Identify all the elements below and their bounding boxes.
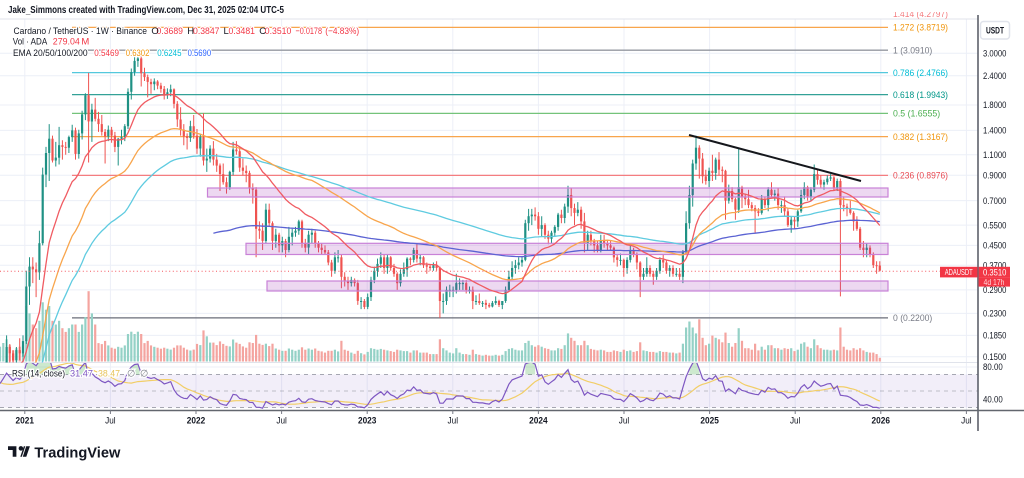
svg-text:31.47: 31.47	[70, 369, 93, 380]
svg-text:38.47: 38.47	[98, 369, 120, 380]
svg-text:2026: 2026	[872, 416, 891, 427]
svg-text:4d 17h: 4d 17h	[984, 277, 1005, 287]
svg-text:Jul: Jul	[619, 416, 630, 427]
svg-text:0.3510: 0.3510	[983, 267, 1006, 277]
svg-text:2021: 2021	[16, 416, 35, 427]
svg-text:ADAUSDT: ADAUSDT	[945, 267, 973, 277]
svg-text:0.6245: 0.6245	[157, 48, 181, 59]
svg-text:EMA 20/50/100/200: EMA 20/50/100/200	[13, 48, 88, 59]
svg-text:Vol · ADA: Vol · ADA	[13, 37, 48, 48]
svg-text:−0.0178: −0.0178	[296, 26, 323, 37]
svg-text:2025: 2025	[700, 416, 719, 427]
svg-text:279.04: 279.04	[53, 37, 80, 48]
svg-text:Jul: Jul	[790, 416, 801, 427]
svg-text:M: M	[81, 37, 89, 48]
svg-text:1.8000: 1.8000	[983, 100, 1006, 110]
svg-text:40.00: 40.00	[983, 395, 1003, 405]
svg-text:0.7000: 0.7000	[983, 196, 1006, 206]
svg-text:0.6302: 0.6302	[126, 48, 150, 59]
svg-text:1.272 (3.8719): 1.272 (3.8719)	[893, 23, 948, 34]
svg-text:2023: 2023	[358, 416, 377, 427]
svg-text:USDT: USDT	[986, 26, 1004, 37]
svg-text:0.5469: 0.5469	[94, 48, 119, 59]
svg-text:Jul: Jul	[961, 416, 972, 427]
svg-text:80.00: 80.00	[983, 362, 1003, 372]
svg-text:Jake_Simmons created with Trad: Jake_Simmons created with TradingView.co…	[8, 5, 284, 16]
svg-text:0.1500: 0.1500	[983, 352, 1006, 362]
svg-text:0.382 (1.3167): 0.382 (1.3167)	[893, 132, 948, 143]
svg-text:RSI (14, close): RSI (14, close)	[12, 369, 65, 380]
svg-text:TradingView: TradingView	[34, 445, 121, 461]
svg-text:2022: 2022	[187, 416, 206, 427]
svg-text:1.4000: 1.4000	[983, 126, 1006, 136]
svg-text:0.5 (1.6555): 0.5 (1.6555)	[893, 109, 940, 120]
svg-text:O: O	[151, 26, 158, 37]
svg-text:0.3700: 0.3700	[983, 260, 1006, 270]
svg-text:0.1850: 0.1850	[983, 331, 1006, 341]
svg-text:(−4.83%): (−4.83%)	[325, 26, 359, 37]
svg-text:1 (3.0910): 1 (3.0910)	[893, 45, 932, 56]
svg-text:0.786 (2.4766): 0.786 (2.4766)	[893, 68, 948, 79]
svg-text:0.3481: 0.3481	[229, 26, 256, 37]
svg-text:∅: ∅	[140, 369, 148, 380]
svg-text:Cardano / TetherUS · 1W · Bina: Cardano / TetherUS · 1W · Binance	[14, 26, 148, 37]
svg-text:C: C	[259, 26, 266, 37]
svg-text:Jul: Jul	[276, 416, 287, 427]
svg-text:3.0000: 3.0000	[983, 48, 1006, 58]
svg-text:0.9000: 0.9000	[983, 170, 1006, 180]
svg-text:Jul: Jul	[105, 416, 116, 427]
svg-text:0.2900: 0.2900	[983, 285, 1006, 295]
svg-text:1.414 (4.2797): 1.414 (4.2797)	[893, 9, 948, 20]
svg-text:Jul: Jul	[448, 416, 459, 427]
svg-text:0.3510: 0.3510	[265, 26, 292, 37]
svg-text:L: L	[224, 26, 229, 37]
svg-text:0.3689: 0.3689	[157, 26, 184, 37]
svg-text:2.4000: 2.4000	[983, 71, 1006, 81]
svg-text:0.2300: 0.2300	[983, 309, 1006, 319]
svg-text:2024: 2024	[529, 416, 548, 427]
svg-text:0.5500: 0.5500	[983, 220, 1006, 230]
svg-text:0.3847: 0.3847	[193, 26, 220, 37]
svg-text:∅: ∅	[127, 369, 135, 380]
svg-text:0.236 (0.8976): 0.236 (0.8976)	[893, 171, 948, 182]
svg-text:H: H	[187, 26, 194, 37]
svg-text:0.5690: 0.5690	[188, 48, 212, 59]
svg-text:0.4500: 0.4500	[983, 241, 1006, 251]
svg-text:0.618 (1.9943): 0.618 (1.9943)	[893, 90, 948, 101]
svg-text:1.1000: 1.1000	[983, 150, 1006, 160]
svg-text:0 (0.2200): 0 (0.2200)	[893, 313, 932, 324]
